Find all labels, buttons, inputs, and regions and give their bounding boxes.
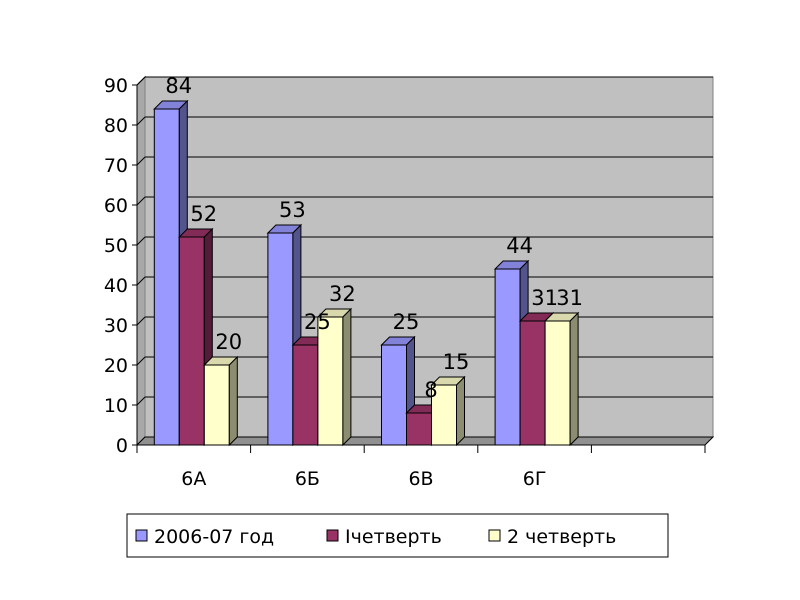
gridline-side	[136, 156, 146, 166]
data-label: 31	[556, 286, 583, 310]
legend-swatch	[488, 529, 501, 542]
x-axis: 6А 6Б 6В 6Г	[136, 445, 706, 490]
bar-front	[544, 320, 571, 446]
y-tick-label: 40	[104, 275, 128, 297]
gridline-side	[136, 316, 146, 326]
gridline-side	[136, 116, 146, 126]
bar-6Б-3	[316, 307, 353, 447]
gridline-side	[136, 76, 146, 86]
data-label: 52	[190, 202, 217, 226]
data-label: 20	[215, 330, 242, 354]
data-label: 25	[304, 310, 331, 334]
bars	[153, 99, 580, 447]
plot-area	[135, 75, 715, 447]
data-label: 31	[531, 286, 558, 310]
x-category-label: 6Г	[523, 468, 547, 490]
y-axis: 0 10 20 30 40 50 60 70 80 90	[104, 75, 138, 457]
bar-6В-1	[380, 335, 416, 447]
legend-label: 2006-07 год	[154, 526, 274, 548]
y-tick-label: 10	[104, 395, 128, 417]
bar-front	[153, 108, 180, 446]
gridline-side	[136, 236, 146, 246]
bar-front	[203, 364, 230, 446]
gridline-side	[136, 196, 146, 206]
data-label: 44	[506, 234, 533, 258]
bar-front	[494, 268, 521, 446]
y-tick-label: 60	[104, 195, 128, 217]
bar-front	[178, 236, 205, 446]
y-tick-label: 0	[116, 435, 128, 457]
gridlines	[136, 76, 713, 406]
y-tick-label: 20	[104, 355, 128, 377]
bar-side	[456, 375, 465, 447]
bar-side	[569, 311, 579, 447]
gridline-side	[136, 396, 146, 406]
gridline-side	[136, 276, 146, 286]
bar-front	[406, 412, 432, 446]
x-category-label: 6А	[181, 468, 206, 490]
bar-front	[381, 344, 407, 446]
legend-swatch	[326, 529, 339, 542]
bar-front	[292, 344, 319, 446]
x-category-label: 6Б	[295, 468, 320, 490]
bar-side	[228, 355, 238, 447]
legend-label: Iчетверть	[345, 526, 442, 548]
y-tick-label: 30	[104, 315, 128, 337]
bar-front	[267, 232, 294, 446]
data-label: 8	[424, 378, 437, 402]
bar-front	[519, 320, 546, 446]
y-tick-label: 70	[104, 155, 128, 177]
legend-box	[126, 513, 669, 558]
y-tick-label: 90	[104, 75, 128, 97]
y-tick-label: 80	[104, 115, 128, 137]
data-label: 53	[279, 198, 306, 222]
back-wall	[144, 76, 714, 438]
bar-front	[317, 316, 344, 446]
data-label: 15	[443, 350, 470, 374]
gridline-side	[136, 356, 146, 366]
data-label: 84	[165, 74, 192, 98]
legend: 2006-07 год Iчетверть 2 четверть	[126, 513, 669, 558]
side-wall	[136, 75, 146, 447]
bar-6А-3	[203, 355, 239, 447]
bar-side	[342, 307, 352, 447]
x-category-label: 6В	[408, 468, 433, 490]
bar-6В-3	[430, 375, 466, 447]
legend-label: 2 четверть	[507, 526, 616, 548]
bar-6Г-3	[543, 311, 580, 447]
y-tick-label: 50	[104, 235, 128, 257]
data-label: 25	[393, 310, 420, 334]
legend-swatch	[135, 529, 148, 542]
data-label: 32	[329, 282, 356, 306]
